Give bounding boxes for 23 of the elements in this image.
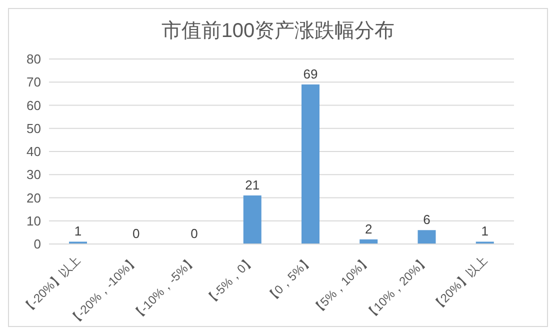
data-label: 69 [303, 66, 318, 82]
x-tick-label: 【0，5%】 [263, 253, 316, 306]
bar [418, 230, 436, 244]
data-label: 1 [74, 224, 82, 239]
y-tick-label: 70 [26, 74, 41, 90]
bar [243, 195, 262, 244]
x-tick-label: 【-5%，0】 [202, 253, 258, 308]
data-label: 0 [190, 226, 198, 241]
y-tick-label: 30 [26, 167, 41, 182]
y-tick-label: 60 [26, 98, 41, 113]
data-label: 21 [245, 177, 260, 192]
data-label: 6 [423, 212, 430, 228]
chart-title: 市值前100资产涨跌幅分布 [160, 19, 396, 44]
y-tick-label: 40 [26, 144, 41, 160]
y-tick-label: 0 [34, 236, 41, 252]
y-tick-label: 20 [26, 190, 41, 206]
y-tick-label: 50 [26, 120, 41, 136]
bar [302, 84, 320, 244]
data-label: 0 [132, 226, 140, 241]
y-tick-label: 80 [26, 52, 41, 67]
data-label: 2 [365, 221, 372, 236]
data-label: 1 [481, 224, 488, 239]
y-tick-label: 10 [26, 213, 41, 228]
